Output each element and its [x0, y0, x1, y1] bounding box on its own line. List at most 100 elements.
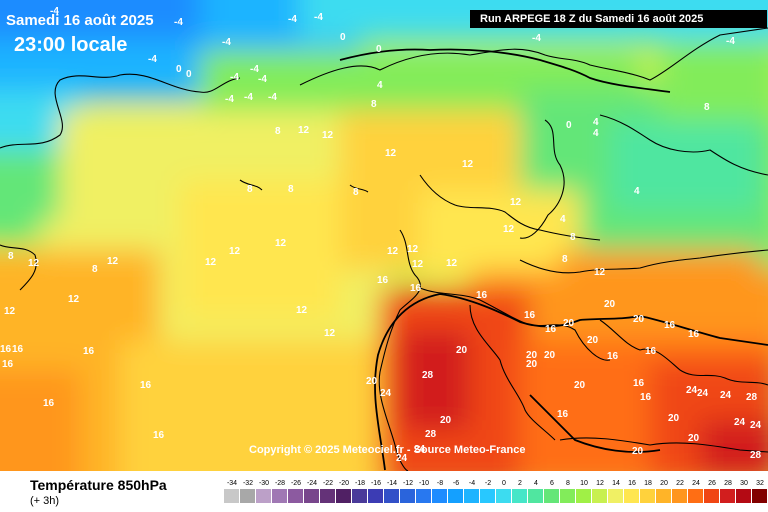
legend-item: -2	[480, 479, 496, 503]
legend-swatch	[416, 489, 432, 503]
legend-swatch	[352, 489, 368, 503]
isotherm-label: 20	[633, 314, 645, 325]
legend-item: 0	[496, 479, 512, 503]
isotherm-label: 12	[594, 267, 606, 278]
isotherm-label: 4	[593, 128, 599, 139]
isotherm-label: 8	[704, 102, 710, 113]
isotherm-label: 28	[422, 370, 434, 381]
legend-swatch	[656, 489, 672, 503]
legend-item: 30	[736, 479, 752, 503]
isotherm-label: -4	[148, 54, 157, 65]
legend-item: 2	[512, 479, 528, 503]
legend-swatch	[688, 489, 704, 503]
legend-swatch	[432, 489, 448, 503]
isotherm-label: 12	[229, 246, 241, 257]
legend-swatch	[464, 489, 480, 503]
isotherm-label: 20	[366, 376, 378, 387]
isotherm-label: 20	[563, 318, 575, 329]
legend-label: -30	[258, 480, 270, 487]
isotherm-label: 24	[686, 385, 698, 396]
legend-label: 4	[534, 480, 538, 487]
isotherm-label: 20	[604, 299, 616, 310]
isotherm-label: 12	[4, 306, 16, 317]
legend-item: -16	[368, 479, 384, 503]
legend-swatch	[320, 489, 336, 503]
isotherm-label: -4	[726, 36, 735, 47]
isotherm-label: 16	[645, 346, 657, 357]
isotherm-label: 12	[503, 224, 515, 235]
isotherm-label: 8	[353, 187, 359, 198]
legend-swatch	[672, 489, 688, 503]
legend-label: 20	[660, 480, 668, 487]
legend-item: -20	[336, 479, 352, 503]
isotherm-label: 12	[205, 257, 217, 268]
legend-swatch	[496, 489, 512, 503]
legend-label: -8	[436, 480, 444, 487]
isotherm-label: 8	[562, 254, 568, 265]
legend-swatch	[448, 489, 464, 503]
isotherm-label: 20	[440, 415, 452, 426]
isotherm-label: 16	[640, 392, 652, 403]
legend-swatch	[272, 489, 288, 503]
color-legend: -34 -32 -30 -28 -26 -24 -22 -20 -18 -16 -14 -12 -10-…	[224, 479, 768, 503]
isotherm-label: 12	[510, 197, 522, 208]
isotherm-label: 20	[668, 413, 680, 424]
legend-item: -6	[448, 479, 464, 503]
isotherm-label: 24	[750, 420, 762, 431]
isotherm-label: 20	[526, 359, 538, 370]
isotherm-label: -4	[314, 12, 323, 23]
legend-swatch	[544, 489, 560, 503]
legend-label: 10	[580, 480, 588, 487]
isotherm-label: 16	[83, 346, 95, 357]
isotherm-label: 12	[407, 244, 419, 255]
legend-item: 20	[656, 479, 672, 503]
isotherm-label: 12	[322, 130, 334, 141]
isotherm-label: 20	[526, 350, 538, 361]
legend-label: -18	[354, 480, 366, 487]
legend-item: -12	[400, 479, 416, 503]
legend-swatch	[336, 489, 352, 503]
isotherm-label: 12	[385, 148, 397, 159]
legend-item: -8	[432, 479, 448, 503]
isotherm-label: -4	[225, 94, 234, 105]
isotherm-label: 16	[140, 380, 152, 391]
isotherm-label: 16	[688, 329, 700, 340]
legend-item: 24	[688, 479, 704, 503]
isotherm-label: 12	[107, 256, 119, 267]
legend-item: 32	[752, 479, 768, 503]
legend-item: -32	[240, 479, 256, 503]
isotherm-label: -4	[50, 6, 59, 17]
isotherm-label: 28	[425, 429, 437, 440]
legend-label: 14	[612, 480, 620, 487]
isotherm-label: 16	[0, 344, 12, 355]
legend-item: 22	[672, 479, 688, 503]
isotherm-label: 28	[746, 392, 758, 403]
isotherm-label: -4	[268, 92, 277, 103]
legend-swatch	[704, 489, 720, 503]
legend-swatch	[288, 489, 304, 503]
legend-label: 28	[724, 480, 732, 487]
legend-swatch	[512, 489, 528, 503]
isotherm-label: 12	[462, 159, 474, 170]
forecast-date: Samedi 16 août 2025	[6, 12, 154, 29]
isotherm-label: -4	[532, 33, 541, 44]
legend-label: -32	[242, 480, 254, 487]
isotherm-label: 12	[446, 258, 458, 269]
legend-label: 2	[518, 480, 522, 487]
isotherm-label: 16	[153, 430, 165, 441]
legend-swatch	[752, 489, 768, 503]
isotherm-label: -4	[222, 37, 231, 48]
isotherm-label: -4	[258, 74, 267, 85]
legend-swatch	[720, 489, 736, 503]
legend-item: 10	[576, 479, 592, 503]
isotherm-labels: -4 -4 -4 -4 0 -4 -4 0 -4 0 0 -4 -4 -4 -4…	[0, 6, 762, 464]
isotherm-label: 16	[557, 409, 569, 420]
isotherm-label: 0	[566, 120, 572, 131]
temperature-field	[0, 0, 768, 471]
legend-swatch	[576, 489, 592, 503]
legend-item: 26	[704, 479, 720, 503]
isotherm-label: 8	[8, 251, 14, 262]
isotherm-label: 0	[176, 64, 182, 75]
isotherm-label: -4	[230, 72, 239, 83]
legend-item: -10	[416, 479, 432, 503]
